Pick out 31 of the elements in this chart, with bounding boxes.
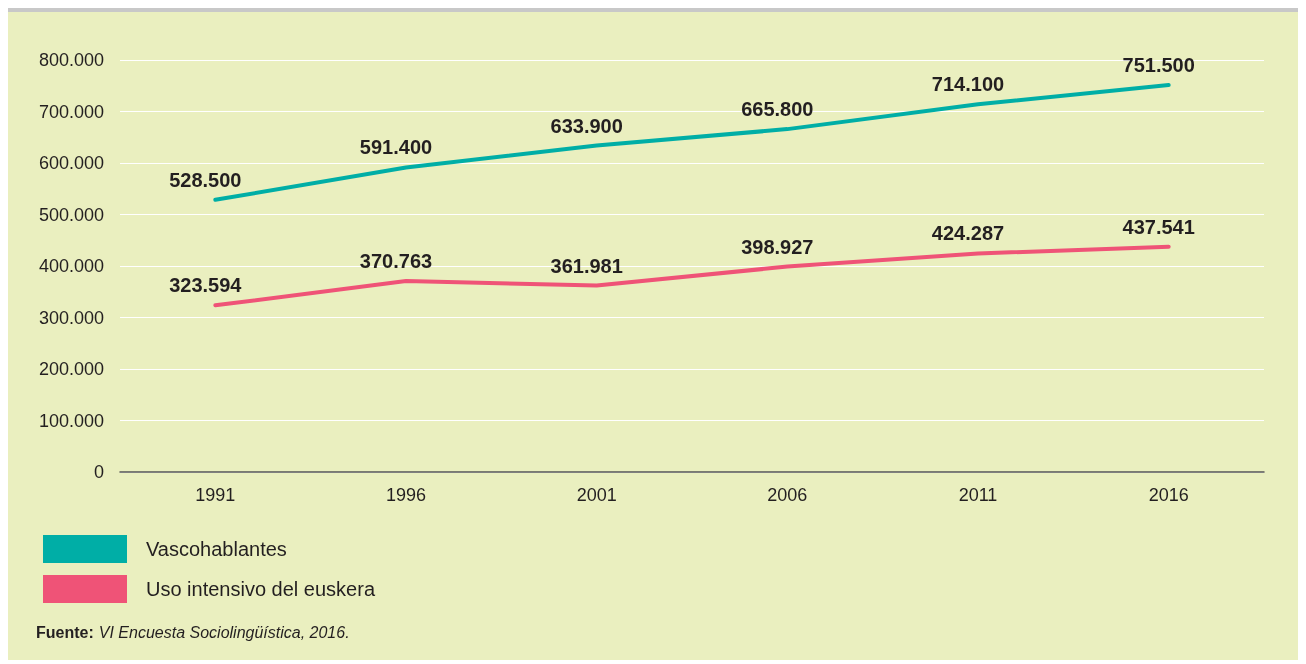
x-tick-label: 1991 [195,485,236,505]
data-label: 591.400 [359,136,433,159]
data-label: 361.981 [550,254,623,277]
x-tick-label: 2006 [767,485,808,505]
y-tick-label: 600.000 [38,153,104,173]
data-label: 751.500 [1122,53,1195,76]
source-note: Fuente: [36,624,94,641]
legend-label: Vascohablantes [146,538,287,560]
y-tick-label: 100.000 [38,410,104,431]
y-tick-label: 700.000 [38,101,104,122]
text: VI Encuesta Sociolingüística, 2016. [98,624,350,641]
data-label: 714.100 [931,73,1005,96]
y-tick-label: 300.000 [38,307,104,328]
data-label: 528.500 [169,168,242,191]
x-tick-label: 2011 [958,485,998,505]
y-tick-label: 0 [93,462,104,482]
data-label: 633.900 [550,114,623,137]
data-label: 370.763 [359,250,433,273]
y-tick-label: 500.000 [38,204,104,225]
y-tick-label: 800.000 [38,50,104,70]
y-tick-label: 400.000 [38,256,104,276]
x-tick-label: 2001 [576,485,617,505]
data-label: 323.594 [169,274,243,297]
x-tick-label: 1996 [385,485,427,505]
x-tick-label: 2016 [1148,485,1189,505]
data-label: 398.927 [741,235,814,258]
legend-label: Uso intensivo del euskera [146,578,376,600]
data-label: 424.287 [931,222,1005,245]
y-tick-label: 200.000 [38,359,104,379]
data-label: 437.541 [1122,215,1195,238]
data-label: 665.800 [741,98,814,121]
